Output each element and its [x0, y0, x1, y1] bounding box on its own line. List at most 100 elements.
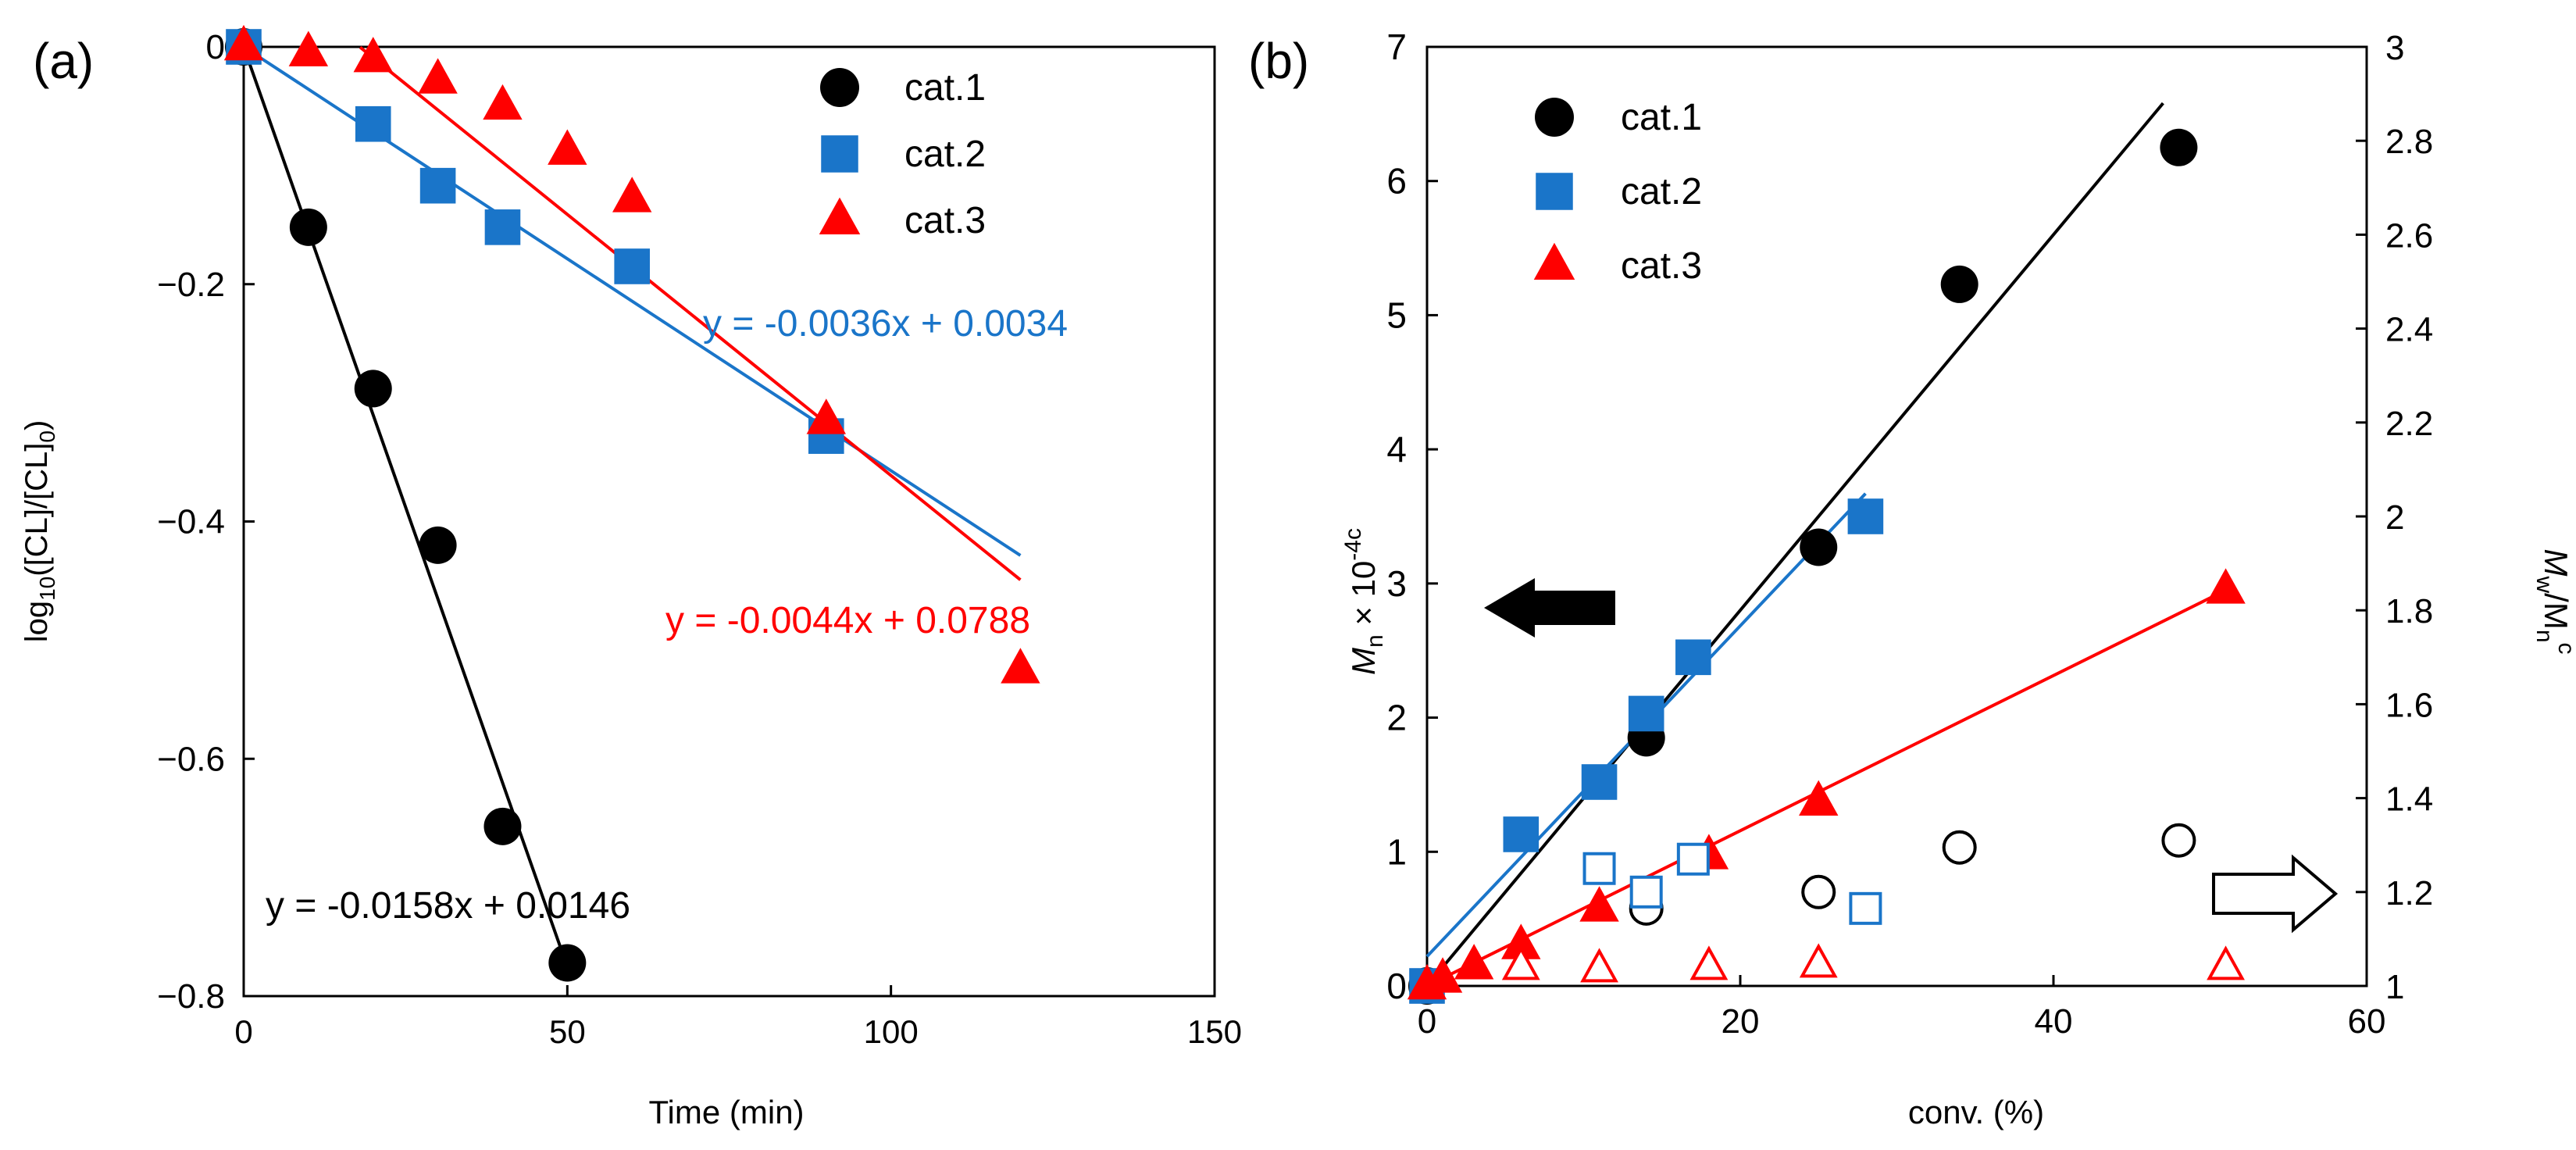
data-point-cat.2 — [484, 209, 521, 245]
panel-b-right-y-tick-label: 1.8 — [2385, 592, 2433, 630]
panel-a-plot-frame — [242, 45, 1216, 998]
data-point-cat.2 — [1581, 764, 1618, 800]
panel-b-left-y-tick-label: 1 — [1386, 831, 1407, 872]
panel-b-x-tick-label: 0 — [1418, 1002, 1436, 1041]
data-point-cat.2 (Mw/Mn) — [1676, 842, 1710, 876]
panel-b-legend: cat.1 cat.2 cat.3 — [1533, 97, 1702, 287]
data-point-cat.3 — [1422, 957, 1463, 993]
legend-label-cat.2: cat.2 — [904, 134, 986, 175]
data-point-cat.1 — [1800, 528, 1838, 566]
data-point-cat.3 — [1001, 648, 1040, 684]
legend-marker-cat.3 — [819, 197, 861, 234]
panel-a-y-tick-label: −0.6 — [157, 740, 225, 778]
panel-b-right-y-tick-label: 1.4 — [2385, 780, 2433, 819]
data-point-cat.2 (Mw/Mn) — [1629, 875, 1663, 909]
panel-a-x-tick-label: 150 — [1187, 1013, 1242, 1050]
data-point-cat.3 (Mw/Mn) — [1580, 948, 1618, 983]
legend-marker-cat.2 — [821, 135, 858, 173]
data-point-cat.2 — [1503, 816, 1540, 852]
fit-line-cat.1 — [1425, 102, 2164, 988]
data-point-cat.1 — [289, 208, 327, 246]
legend-label-cat.1: cat.1 — [1621, 97, 1702, 138]
panel-a-points — [223, 24, 1040, 982]
panel-b-right-y-axis-label: Mw/Mnc — [2531, 548, 2576, 654]
panel-b-left-y-tick-label: 7 — [1386, 27, 1407, 67]
legend-marker-cat.1 — [1535, 98, 1574, 137]
legend-marker-cat.2 — [1536, 173, 1573, 210]
data-point-cat.1 — [1940, 265, 1978, 303]
data-point-cat.3 — [418, 58, 458, 94]
data-point-cat.3 (Mw/Mn) — [2207, 945, 2245, 980]
panel-b: (b) 0 20 40 60 0 1 2 3 4 5 6 7 1 1.2 1.4 1.6 1.8 2 2.2 2.4 2… — [1248, 27, 2576, 1130]
data-point-cat.2 — [1628, 695, 1664, 732]
panel-b-x-axis-label: conv. (%) — [1908, 1094, 2044, 1130]
panel-b-right-y-tick-label: 2.2 — [2385, 405, 2433, 443]
panel-b-right-y-tick-label: 2 — [2385, 498, 2404, 537]
panel-b-left-y-tick-label: 3 — [1386, 563, 1407, 604]
fit-line-cat.3 — [1426, 588, 2227, 988]
data-point-cat.2 (Mw/Mn) — [1849, 891, 1882, 925]
panel-b-right-y-tick-label: 1.6 — [2385, 686, 2433, 724]
panel-a-axes: 0 50 100 150 0 −0.2 −0.4 −0.6 −0.8 — [157, 28, 1242, 1050]
panel-b-right-y-tick-label: 1.2 — [2385, 874, 2433, 912]
legend-marker-cat.1 — [820, 68, 859, 107]
fit-equation-cat.1: y = -0.0158x + 0.0146 — [266, 885, 630, 927]
panel-a-y-tick-label: −0.2 — [157, 266, 225, 304]
panel-b-left-y-axis-label: Mn × 10-4c — [1340, 528, 1388, 675]
panel-b-points — [1407, 128, 2246, 1005]
panel-b-right-y-tick-label: 2.4 — [2385, 311, 2433, 349]
legend-label-cat.1: cat.1 — [904, 67, 986, 109]
panel-b-x-tick-label: 60 — [2348, 1002, 2386, 1041]
data-point-cat.2 — [419, 167, 456, 204]
data-point-cat.3 — [548, 129, 587, 165]
panel-b-x-tick-label: 40 — [2035, 1002, 2073, 1041]
panel-a-legend: cat.1 cat.2 cat.3 — [819, 67, 986, 241]
data-point-cat.1 — [2160, 128, 2198, 166]
right-axis-arrow-icon — [2212, 854, 2339, 934]
panel-b-right-y-tick-label: 3 — [2385, 29, 2404, 67]
data-point-cat.3 — [806, 398, 846, 434]
panel-b-left-y-tick-label: 2 — [1386, 698, 1407, 738]
panel-b-x-tick-label: 20 — [1721, 1002, 1760, 1041]
panel-a-x-tick-label: 50 — [549, 1013, 586, 1050]
fit-equation-cat.3: y = -0.0044x + 0.0788 — [665, 600, 1030, 641]
data-point-cat.3 — [1799, 780, 1839, 816]
panel-a-y-tick-label: −0.4 — [157, 503, 225, 541]
legend-label-cat.3: cat.3 — [1621, 245, 1702, 287]
data-point-cat.2 — [1675, 639, 1711, 676]
panel-b-axes: 0 20 40 60 0 1 2 3 4 5 6 7 1 1.2 1.4 1.6 1.8 2 2.2 2.4 2.6 2.… — [1386, 27, 2433, 1041]
panel-a-y-axis-label: log10([CL]/[CL]0) — [20, 420, 59, 643]
legend-label-cat.2: cat.2 — [1621, 171, 1702, 212]
data-point-cat.3 — [483, 84, 523, 120]
legend-label-cat.3: cat.3 — [904, 200, 986, 241]
fit-equation-cat.2: y = -0.0036x + 0.0034 — [703, 303, 1068, 345]
data-point-cat.1 — [483, 807, 522, 845]
panel-b-left-y-tick-label: 5 — [1386, 295, 1407, 335]
data-point-cat.1 — [354, 370, 392, 408]
data-point-cat.2 — [614, 248, 650, 284]
data-point-cat.1 (Mw/Mn) — [2161, 823, 2196, 858]
panel-a-y-tick-label: 0 — [206, 28, 225, 66]
data-point-cat.3 — [353, 37, 393, 73]
legend-marker-cat.3 — [1533, 242, 1575, 280]
data-point-cat.1 (Mw/Mn) — [1942, 830, 1977, 865]
data-point-cat.2 — [1847, 498, 1884, 534]
panel-b-right-y-tick-label: 1 — [2385, 968, 2404, 1006]
data-point-cat.3 (Mw/Mn) — [1501, 945, 1540, 980]
panel-b-arrows — [1484, 578, 2339, 934]
panel-a: (a) 0 50 100 150 0 −0.2 −0.4 −0.6 −0.8 y = -0.01… — [20, 24, 1242, 1130]
panel-a-x-tick-label: 100 — [864, 1013, 919, 1050]
data-point-cat.3 — [612, 177, 652, 212]
data-point-cat.3 — [2206, 568, 2246, 604]
data-point-cat.3 — [288, 30, 329, 66]
data-point-cat.3 — [1501, 923, 1541, 959]
data-point-cat.1 — [419, 526, 457, 564]
data-point-cat.3 (Mw/Mn) — [1799, 943, 1838, 978]
panel-b-left-y-tick-label: 0 — [1386, 966, 1407, 1006]
panel-b-left-y-tick-label: 6 — [1386, 161, 1407, 202]
panel-a-label: (a) — [33, 33, 94, 89]
panel-a-x-tick-label: 0 — [234, 1013, 252, 1050]
data-point-cat.3 — [1454, 944, 1494, 980]
data-point-cat.2 (Mw/Mn) — [1582, 852, 1616, 885]
